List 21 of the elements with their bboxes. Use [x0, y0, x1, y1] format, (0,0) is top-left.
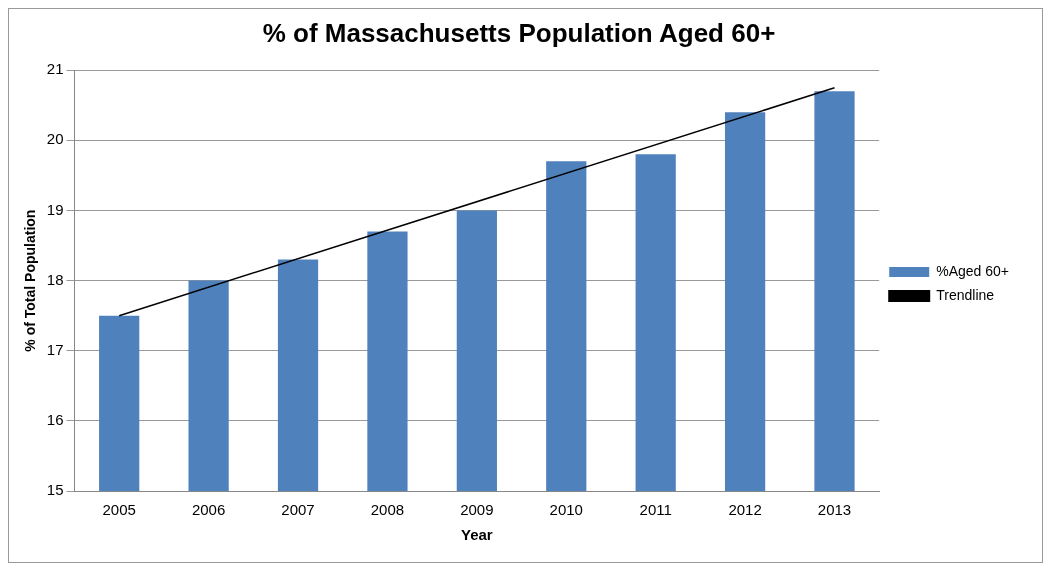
y-tick-label: 21 — [46, 60, 64, 78]
x-tick-label: 2010 — [549, 501, 583, 519]
y-tick-label: 18 — [46, 270, 64, 288]
chart-title: % of Massachusetts Population Aged 60+ — [262, 17, 776, 48]
legend-label: %Aged 60+ — [936, 262, 1010, 279]
x-axis-title: Year — [461, 526, 493, 544]
x-tick-label: 2006 — [191, 501, 226, 519]
y-tick-label: 16 — [46, 411, 64, 429]
x-tick-label: 2005 — [102, 501, 136, 519]
y-tick-label: 20 — [46, 130, 64, 148]
y-tick-label: 19 — [46, 200, 64, 218]
y-tick-label: 17 — [46, 340, 64, 358]
y-axis-title: % of Total Population — [22, 209, 39, 352]
x-tick-label: 2013 — [817, 501, 852, 519]
x-tick-label: 2008 — [370, 501, 405, 519]
x-tick-label: 2007 — [281, 501, 315, 519]
legend-label: Trendline — [936, 286, 995, 303]
x-tick-label: 2009 — [460, 501, 494, 519]
y-tick-label: 15 — [46, 481, 64, 499]
x-tick-label: 2012 — [728, 501, 762, 519]
x-tick-label: 2011 — [639, 501, 672, 519]
